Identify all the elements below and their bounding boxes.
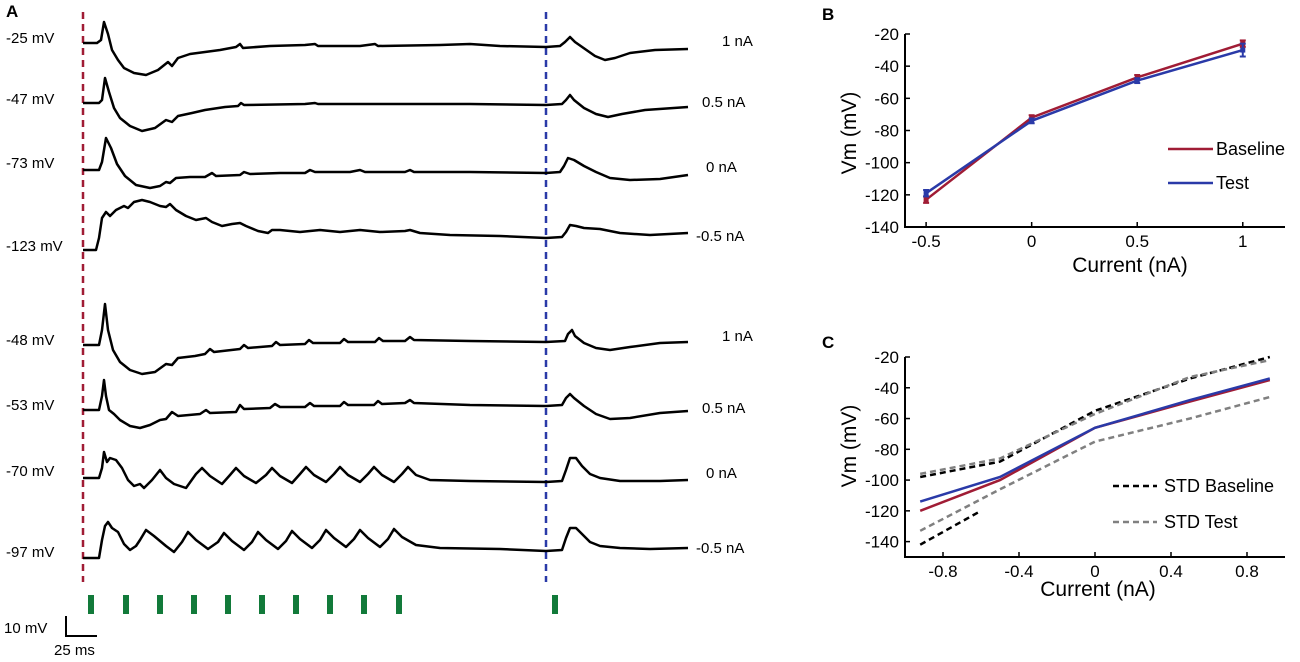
panel-c-x-tick-label: 0 bbox=[1090, 562, 1099, 581]
stimulus-pulse bbox=[293, 595, 299, 614]
panel-c-y-tick-label: -80 bbox=[874, 440, 899, 459]
panel-b-data-point bbox=[1240, 47, 1246, 53]
panel-b-legend: Baseline Test bbox=[1168, 139, 1285, 193]
trace-bottom-3-current: 0 nA bbox=[706, 465, 737, 482]
panel-c-series-line bbox=[919, 355, 1271, 479]
trace-bottom-1 bbox=[83, 302, 689, 376]
panel-b: B Vm (mV) Current (nA) -20-40-60-80-100-… bbox=[822, 5, 1285, 277]
trace-bottom-2-voltage: -53 mV bbox=[6, 397, 54, 414]
panel-c-y-tick-label: -100 bbox=[865, 471, 899, 490]
panel-b-ticks: -20 -40 -60 -80 -100 -120 -140 -0.5 0 0.5 1 bbox=[865, 25, 1248, 251]
trace-top-1-voltage: -25 mV bbox=[6, 30, 54, 47]
panel-b-data-point bbox=[923, 190, 929, 196]
panel-c-ticks: -20 -40 -60 -80 -100 -120 -140 -0.8 -0.4 0 0.4 0.8 bbox=[865, 348, 1259, 581]
stimulus-pulse bbox=[396, 595, 402, 614]
panel-c-legend: STD Baseline STD Test bbox=[1113, 476, 1274, 532]
trace-bottom-4-current: -0.5 nA bbox=[696, 540, 744, 557]
stimulus-pulse bbox=[327, 595, 333, 614]
panel-c-legend-label: STD Test bbox=[1164, 512, 1238, 532]
panel-c-series-line bbox=[919, 395, 1271, 532]
stimulus-pulse bbox=[259, 595, 265, 614]
panel-b-letter: B bbox=[822, 5, 834, 24]
trace-top-4-voltage: -123 mV bbox=[6, 238, 63, 255]
panel-c-series-line bbox=[919, 358, 1271, 476]
panel-b-y-tick-label: -40 bbox=[874, 57, 899, 76]
panel-b-x-tick-label: 0 bbox=[1027, 232, 1036, 251]
stimulus-pulse bbox=[123, 595, 129, 614]
panel-c-y-tick-label: -40 bbox=[874, 379, 899, 398]
panel-c-x-tick-label: -0.8 bbox=[928, 562, 957, 581]
stimulus-train bbox=[88, 595, 558, 614]
panel-c-y-tick-label: -60 bbox=[874, 410, 899, 429]
panel-c-y-tick-label: -140 bbox=[865, 533, 899, 552]
trace-top-2-voltage: -47 mV bbox=[6, 91, 54, 108]
panel-a: A -25 mV -47 mV -73 mV -123 mV 1 nA 0.5 … bbox=[4, 2, 753, 659]
trace-bottom-2-current: 0.5 nA bbox=[702, 400, 745, 417]
panel-b-x-tick-label: 0.5 bbox=[1125, 232, 1149, 251]
panel-b-y-tick-label: -80 bbox=[874, 122, 899, 141]
panel-c: C Vm (mV) Current (nA) -20-40-60-80-100-… bbox=[822, 333, 1285, 601]
panel-b-y-tick-label: -60 bbox=[874, 89, 899, 108]
panel-b-x-label: Current (nA) bbox=[1072, 254, 1188, 277]
trace-bottom-4-voltage: -97 mV bbox=[6, 544, 54, 561]
stimulus-pulse bbox=[157, 595, 163, 614]
trace-bottom-4 bbox=[83, 520, 689, 560]
panel-b-axes bbox=[904, 34, 1285, 228]
stimulus-pulse bbox=[191, 595, 197, 614]
panel-b-y-tick-label: -20 bbox=[874, 25, 899, 44]
panel-c-y-tick-label: -120 bbox=[865, 502, 899, 521]
trace-bottom-1-voltage: -48 mV bbox=[6, 332, 54, 349]
panel-b-data-point bbox=[1029, 118, 1035, 124]
panel-b-x-tick-label: 1 bbox=[1238, 232, 1247, 251]
panel-a-letter: A bbox=[6, 2, 18, 21]
scale-bar: 10 mV 25 ms bbox=[4, 616, 97, 659]
panel-b-x-tick-label: -0.5 bbox=[911, 232, 940, 251]
bottom-traces bbox=[83, 302, 689, 560]
stimulus-pulse bbox=[361, 595, 367, 614]
panel-b-data-point bbox=[1134, 78, 1140, 84]
trace-top-3 bbox=[83, 136, 689, 190]
trace-bottom-3 bbox=[83, 450, 689, 490]
trace-bottom-3-voltage: -70 mV bbox=[6, 463, 54, 480]
panel-c-legend-label: STD Baseline bbox=[1164, 476, 1274, 496]
trace-top-3-current: 0 nA bbox=[706, 159, 737, 176]
panel-b-legend-label: Test bbox=[1216, 173, 1249, 193]
trace-bottom-2 bbox=[83, 378, 689, 430]
stimulus-pulse bbox=[552, 595, 558, 614]
panel-c-x-label: Current (nA) bbox=[1040, 578, 1156, 601]
scale-bar-voltage-label: 10 mV bbox=[4, 620, 47, 637]
panel-c-x-tick-label: 0.8 bbox=[1235, 562, 1259, 581]
trace-top-1 bbox=[83, 20, 689, 77]
panel-b-series-line bbox=[925, 48, 1244, 195]
panel-c-y-tick-label: -20 bbox=[874, 348, 899, 367]
trace-top-1-current: 1 nA bbox=[722, 33, 753, 50]
trace-top-2 bbox=[83, 76, 689, 133]
panel-c-series bbox=[919, 355, 1271, 546]
panel-b-y-tick-label: -100 bbox=[865, 154, 899, 173]
panel-c-y-label: Vm (mV) bbox=[838, 405, 861, 488]
panel-b-series bbox=[923, 39, 1246, 204]
panel-b-y-label: Vm (mV) bbox=[838, 92, 861, 175]
trace-top-3-voltage: -73 mV bbox=[6, 155, 54, 172]
panel-c-x-tick-label: -0.4 bbox=[1004, 562, 1033, 581]
panel-c-series-line bbox=[919, 509, 982, 546]
panel-b-data-point bbox=[923, 197, 929, 203]
stimulus-pulse bbox=[225, 595, 231, 614]
trace-top-4 bbox=[83, 198, 689, 252]
panel-c-series-line bbox=[919, 377, 1271, 503]
panel-b-legend-label: Baseline bbox=[1216, 139, 1285, 159]
panel-c-letter: C bbox=[822, 333, 834, 352]
top-traces bbox=[83, 20, 689, 252]
scale-bar-time-label: 25 ms bbox=[54, 642, 95, 659]
trace-top-2-current: 0.5 nA bbox=[702, 94, 745, 111]
panel-b-y-tick-label: -120 bbox=[865, 186, 899, 205]
trace-top-4-current: -0.5 nA bbox=[696, 228, 744, 245]
trace-bottom-1-current: 1 nA bbox=[722, 328, 753, 345]
panel-b-y-tick-label: -140 bbox=[865, 218, 899, 237]
panel-c-x-tick-label: 0.4 bbox=[1159, 562, 1183, 581]
panel-b-series-line bbox=[925, 42, 1244, 201]
stimulus-pulse bbox=[88, 595, 94, 614]
